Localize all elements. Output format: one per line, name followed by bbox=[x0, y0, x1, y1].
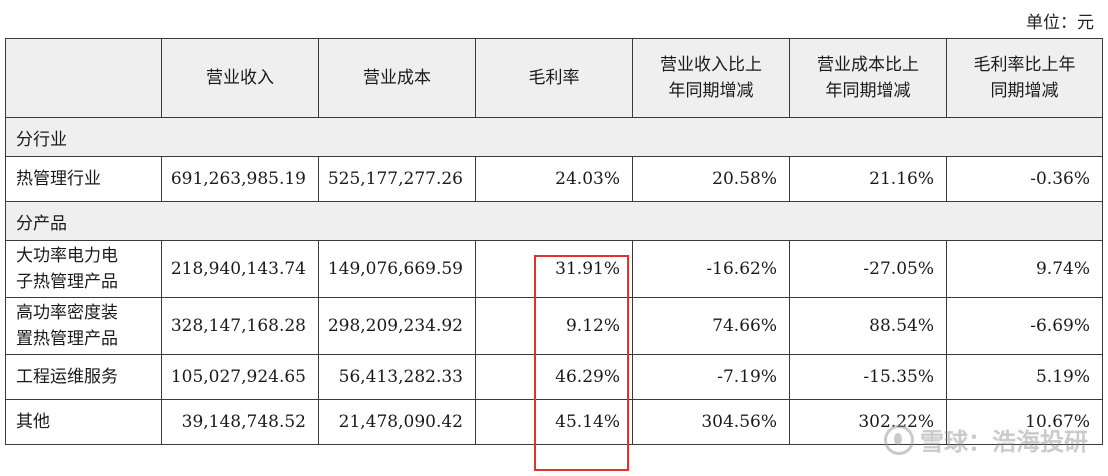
cell-cost-yoy: 302.22% bbox=[789, 399, 947, 445]
table-row: 热管理行业 691,263,985.19 525,177,277.26 24.0… bbox=[5, 156, 1103, 202]
cell-cost-yoy: 88.54% bbox=[789, 297, 947, 355]
header-cost-yoy: 营业成本比上 年同期增减 bbox=[789, 38, 947, 118]
cell-cost-yoy: -15.35% bbox=[789, 354, 947, 400]
cell-revenue: 328,147,168.28 bbox=[161, 297, 319, 355]
cell-margin-yoy: -0.36% bbox=[946, 156, 1103, 202]
row-label: 大功率电力电 子热管理产品 bbox=[5, 240, 162, 298]
header-margin-yoy: 毛利率比上年 同期增减 bbox=[946, 38, 1103, 118]
cell-revenue-yoy: 74.66% bbox=[632, 297, 790, 355]
section-title: 分行业 bbox=[5, 117, 1103, 157]
header-cell-blank bbox=[5, 38, 162, 118]
financial-table: 营业收入 营业成本 毛利率 营业收入比上 年同期增减 营业成本比上 年同期增减 毛利… bbox=[5, 38, 1103, 445]
row-label: 高功率密度装 置热管理产品 bbox=[5, 297, 162, 355]
cell-revenue: 691,263,985.19 bbox=[161, 156, 319, 202]
header-cost: 营业成本 bbox=[318, 38, 476, 118]
cell-revenue-yoy: 20.58% bbox=[632, 156, 790, 202]
table-row: 其他 39,148,748.52 21,478,090.42 45.14% 30… bbox=[5, 399, 1103, 445]
cell-cost: 56,413,282.33 bbox=[318, 354, 476, 400]
cell-cost: 525,177,277.26 bbox=[318, 156, 476, 202]
cell-margin-yoy: 9.74% bbox=[946, 240, 1103, 298]
row-label: 其他 bbox=[5, 399, 162, 445]
cell-revenue: 218,940,143.74 bbox=[161, 240, 319, 298]
cell-margin-yoy: -6.69% bbox=[946, 297, 1103, 355]
cell-revenue-yoy: 304.56% bbox=[632, 399, 790, 445]
header-revenue: 营业收入 bbox=[161, 38, 319, 118]
cell-cost: 21,478,090.42 bbox=[318, 399, 476, 445]
cell-cost: 149,076,669.59 bbox=[318, 240, 476, 298]
header-revenue-yoy: 营业收入比上 年同期增减 bbox=[632, 38, 790, 118]
header-margin: 毛利率 bbox=[475, 38, 633, 118]
table-row: 工程运维服务 105,027,924.65 56,413,282.33 46.2… bbox=[5, 354, 1103, 400]
cell-margin: 9.12% bbox=[475, 297, 633, 355]
section-row-industry: 分行业 bbox=[5, 117, 1103, 157]
cell-revenue-yoy: -7.19% bbox=[632, 354, 790, 400]
row-label: 热管理行业 bbox=[5, 156, 162, 202]
table-row: 大功率电力电 子热管理产品 218,940,143.74 149,076,669.… bbox=[5, 240, 1103, 298]
cell-margin: 24.03% bbox=[475, 156, 633, 202]
cell-revenue-yoy: -16.62% bbox=[632, 240, 790, 298]
cell-revenue: 105,027,924.65 bbox=[161, 354, 319, 400]
header-row: 营业收入 营业成本 毛利率 营业收入比上 年同期增减 营业成本比上 年同期增减 毛利… bbox=[5, 38, 1103, 118]
cell-margin-yoy: 10.67% bbox=[946, 399, 1103, 445]
row-label: 工程运维服务 bbox=[5, 354, 162, 400]
cell-margin: 46.29% bbox=[475, 354, 633, 400]
cell-cost-yoy: -27.05% bbox=[789, 240, 947, 298]
cell-revenue: 39,148,748.52 bbox=[161, 399, 319, 445]
cell-margin: 45.14% bbox=[475, 399, 633, 445]
section-row-product: 分产品 bbox=[5, 201, 1103, 241]
cell-margin: 31.91% bbox=[475, 240, 633, 298]
section-title: 分产品 bbox=[5, 201, 1103, 241]
unit-label: 单位：元 bbox=[1026, 13, 1094, 33]
cell-margin-yoy: 5.19% bbox=[946, 354, 1103, 400]
cell-cost: 298,209,234.92 bbox=[318, 297, 476, 355]
table-row: 高功率密度装 置热管理产品 328,147,168.28 298,209,234.… bbox=[5, 297, 1103, 355]
cell-cost-yoy: 21.16% bbox=[789, 156, 947, 202]
